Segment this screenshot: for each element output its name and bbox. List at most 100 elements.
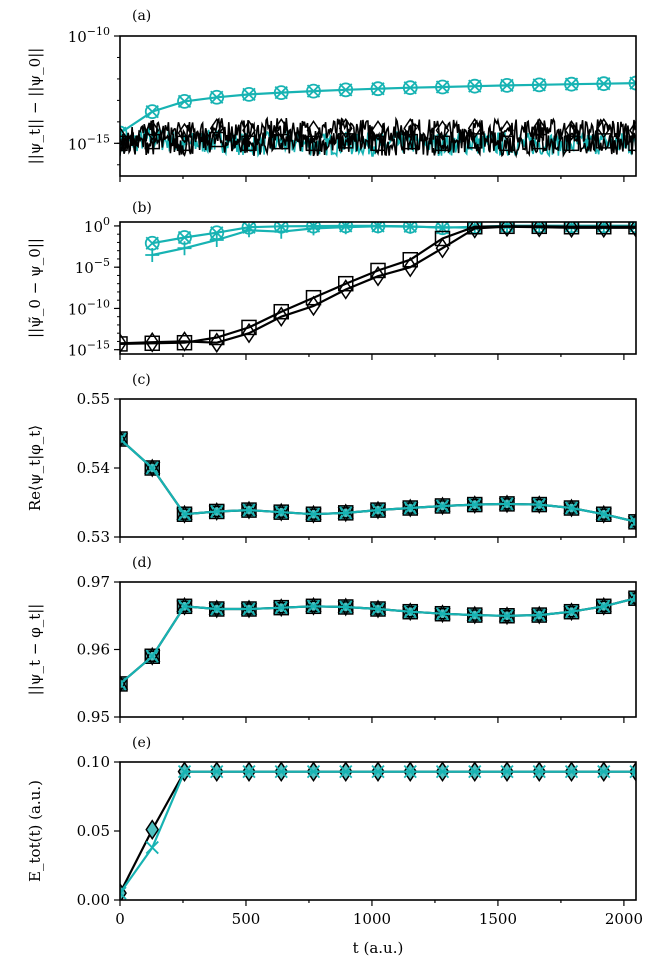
marker-x-circle-0-0-0 (120, 125, 128, 141)
series-line-0-0 (120, 82, 636, 135)
xtick-label-1: 500 (232, 910, 261, 928)
marker-square-0-3-1 (144, 133, 160, 150)
marker-square-0-3-2 (176, 135, 193, 152)
marker-star-3-0-s10 (434, 604, 451, 624)
ylabel-3: ||ψ_t − φ_t|| (26, 604, 44, 696)
marker-diamond-4-0-1 (145, 819, 160, 840)
marker-x-2-1-14 (564, 501, 579, 515)
ytick-label-3-1: 0.96 (77, 641, 110, 659)
marker-diamond-0-2-15 (596, 117, 611, 139)
marker-star-3-0-s12 (498, 606, 516, 626)
panel-0-frame (119, 35, 637, 177)
marker-star-3-0-s11 (466, 605, 483, 625)
marker-x-circle-0-0-11 (467, 78, 483, 94)
marker-x-2-1-7 (339, 506, 353, 520)
marker-diamond-0-2-2 (177, 122, 192, 144)
marker-x-4-1-2 (177, 765, 192, 779)
marker-star-2-0-s3 (208, 501, 225, 521)
marker-diamond-1-3-1 (145, 331, 160, 353)
panel-0-plot (120, 75, 636, 159)
marker-x-circle-0-0-7 (338, 82, 354, 98)
marker-diamond-1-3-4 (242, 322, 256, 344)
marker-star-2-0-s5 (273, 502, 290, 522)
ytick-label-1-3: 10−15 (68, 339, 110, 360)
ytick-label-4-0: 0.10 (77, 753, 110, 771)
marker-star-3-0-s6 (305, 596, 322, 616)
marker-diamond-1-3-8 (371, 265, 385, 287)
marker-star-3-0-s7 (337, 597, 354, 617)
marker-square-2-0-0 (120, 431, 128, 447)
series-line-1-3 (120, 225, 636, 345)
marker-diamond-0-2-14 (564, 120, 579, 141)
marker-square-0-3-11 (467, 133, 483, 149)
marker-x-4-1-14 (564, 765, 579, 779)
marker-x-4-1-10 (435, 765, 450, 779)
marker-diamond-0-2-16 (629, 120, 636, 141)
marker-x-circle-0-0-15 (596, 76, 612, 92)
marker-plus-1-1-3 (242, 223, 256, 238)
marker-diamond-0-2-9 (403, 117, 418, 139)
marker-x-3-1-11 (468, 608, 482, 622)
marker-star-2-0-s0 (120, 429, 129, 449)
marker-x-4-1-0 (120, 886, 127, 900)
marker-star-3-0-s5 (273, 598, 290, 618)
panel-1-frame (119, 221, 637, 355)
marker-square-1-2-10 (434, 230, 451, 247)
marker-x-2-1-12 (500, 497, 514, 511)
marker-star-2-0-s1 (144, 458, 161, 478)
marker-x-circle-0-0-16 (628, 75, 636, 91)
marker-square-0-3-14 (563, 135, 580, 152)
marker-x-2-1-4 (242, 503, 256, 517)
marker-x-2-1-15 (597, 507, 611, 521)
marker-x-circle-0-0-8 (370, 81, 386, 97)
marker-x-2-1-10 (435, 499, 450, 513)
marker-x-circle-0-0-6 (306, 83, 321, 99)
marker-diamond-1-3-12 (500, 222, 514, 238)
marker-x-3-1-4 (242, 602, 256, 616)
marker-square-0-3-5 (273, 133, 289, 150)
marker-square-0-3-16 (628, 135, 636, 152)
marker-x-2-1-9 (403, 501, 417, 515)
marker-diamond-1-3-11 (467, 222, 482, 239)
marker-x-4-1-4 (242, 765, 256, 779)
marker-x-3-1-0 (120, 677, 127, 691)
marker-x-4-1-5 (274, 765, 288, 779)
marker-x-3-1-5 (274, 601, 288, 615)
ytick-label-4-2: 0.00 (77, 891, 110, 909)
marker-diamond-0-2-6 (306, 120, 321, 141)
marker-diamond-1-3-6 (306, 295, 321, 317)
marker-plus-1-1-5 (306, 222, 321, 236)
marker-x-3-1-15 (597, 599, 611, 613)
marker-x-4-1-13 (532, 765, 546, 779)
marker-star-3-0-s13 (531, 605, 548, 625)
labels-layer: 10−10 10−15 (a) ||ψ_t|| − ||ψ_0|| 100 10−5 10−… (26, 8, 643, 957)
marker-x-2-1-2 (177, 507, 192, 521)
marker-x-3-1-6 (306, 599, 321, 613)
marker-diamond-0-2-7 (338, 117, 353, 139)
panel-label-3: (d) (132, 555, 152, 571)
marker-x-3-1-10 (435, 607, 450, 621)
series-line-0-3 (120, 128, 636, 159)
marker-square-0-3-6 (305, 135, 322, 152)
marker-square-1-2-3 (209, 329, 225, 346)
marker-star-3-0-s2 (176, 596, 193, 616)
ylabel-1: ||ψ̃_0 − ψ_0|| (26, 238, 44, 338)
marker-x-4-1-16 (629, 765, 636, 779)
marker-diamond-1-3-10 (435, 237, 450, 259)
marker-diamond-1-3-14 (564, 222, 579, 239)
marker-diamond-1-3-16 (629, 222, 636, 239)
marker-x-circle-0-0-9 (402, 80, 418, 96)
panel-label-0: (a) (132, 8, 151, 24)
panel-2-plot (120, 429, 636, 532)
panel-1-plot (120, 222, 636, 354)
series-line-4-1 (120, 770, 636, 894)
marker-x-4-1-15 (597, 765, 611, 779)
marker-star-2-0-s9 (402, 498, 419, 518)
xtick-label-3: 1500 (479, 910, 517, 928)
marker-x-circle-0-0-13 (531, 77, 547, 93)
ytick-label-1-1: 10−5 (75, 256, 110, 277)
ylabel-2: Re⟨ψ_t|φ_t⟩ (26, 425, 44, 511)
marker-x-4-1-7 (339, 765, 353, 779)
marker-star-3-0-s0 (120, 674, 129, 694)
marker-diamond-1-3-0 (120, 332, 127, 354)
